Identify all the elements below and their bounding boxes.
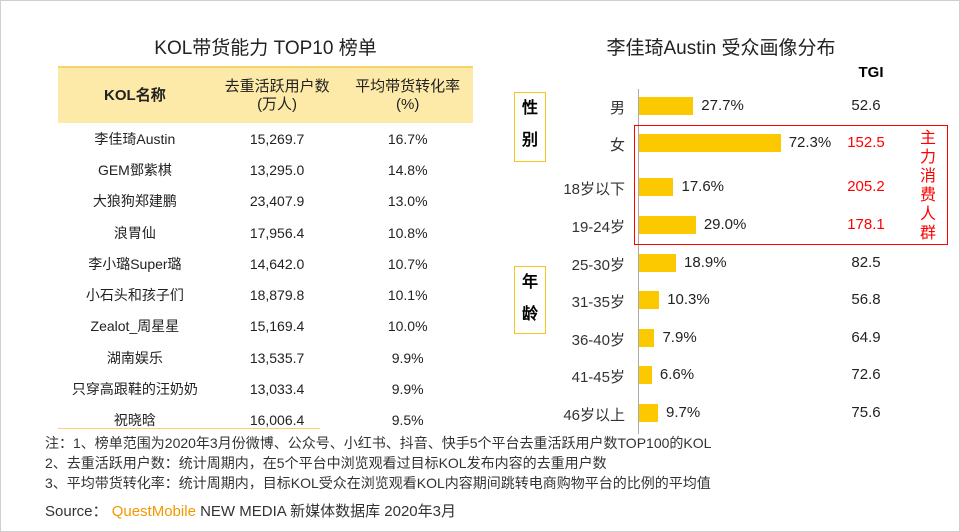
- axis-line: [638, 89, 639, 434]
- kol-name: 祝晓晗: [113, 412, 156, 429]
- conversion-rate: 13.0%: [387, 193, 428, 210]
- table-row: GEM鄧紫棋 13,295.0 14.8%: [58, 154, 473, 185]
- tgi-value: 82.5: [851, 254, 881, 271]
- value-label: 72.3%: [788, 134, 832, 151]
- bar: [639, 216, 696, 234]
- source: Source： QuestMobile NEW MEDIA 新媒体数据库 202…: [45, 503, 456, 520]
- value-label: 18.9%: [684, 254, 727, 271]
- value-label: 29.0%: [703, 216, 747, 233]
- category-label: 19-24岁: [571, 219, 625, 236]
- active-users: 13,033.4: [249, 381, 305, 398]
- conversion-rate: 10.8%: [387, 224, 428, 241]
- category-label: 18岁以下: [563, 181, 625, 198]
- kol-name: 浪胃仙: [113, 224, 156, 241]
- bar: [639, 404, 658, 422]
- bar: [639, 291, 660, 309]
- active-users: 23,407.9: [249, 193, 305, 210]
- kol-table: KOL名称 去重活跃用户数 (万人) 平均带货转化率 (%) 李佳琦Austin…: [58, 66, 473, 436]
- tgi-value: 178.1: [847, 216, 885, 233]
- active-users: 17,956.4: [249, 224, 305, 241]
- value-label: 6.6%: [659, 366, 695, 383]
- bar: [639, 254, 677, 272]
- col-header-rate: 平均带货转化率 (%): [342, 66, 473, 123]
- kol-name: Zealot_周星星: [90, 318, 180, 335]
- value-label: 27.7%: [701, 97, 744, 114]
- tgi-value: 64.9: [851, 329, 881, 346]
- note-2: 2、去重活跃用户数：统计周期内，在5个平台中浏览观看过目标KOL发布内容的去重用…: [45, 455, 607, 471]
- table-row: Zealot_周星星 15,169.4 10.0%: [58, 311, 473, 342]
- kol-name: 李佳琦Austin: [94, 130, 176, 147]
- active-users: 15,269.7: [249, 130, 305, 147]
- bar: [639, 329, 655, 347]
- category-label: 女: [609, 137, 625, 154]
- table-row: 浪胃仙 17,956.4 10.8%: [58, 217, 473, 248]
- note-3: 3、平均带货转化率：统计周期内，目标KOL受众在浏览观看KOL内容期间跳转电商购…: [45, 475, 711, 491]
- col-header-users: 去重活跃用户数 (万人): [211, 66, 343, 123]
- active-users: 14,642.0: [249, 255, 305, 272]
- kol-name: GEM鄧紫棋: [97, 161, 172, 178]
- conversion-rate: 16.7%: [387, 130, 428, 147]
- active-users: 18,879.8: [249, 287, 305, 304]
- kol-name: 李小璐Super璐: [88, 255, 182, 272]
- divider: [58, 428, 320, 429]
- conversion-rate: 14.8%: [387, 161, 428, 178]
- bar: [639, 97, 694, 115]
- conversion-rate: 10.0%: [387, 318, 428, 335]
- group-label-gender: 性别: [514, 92, 546, 162]
- active-users: 13,535.7: [249, 349, 305, 366]
- value-label: 10.3%: [667, 291, 710, 308]
- active-users: 15,169.4: [249, 318, 305, 335]
- tgi-value: 72.6: [851, 366, 881, 383]
- bar: [639, 178, 674, 196]
- bar: [639, 366, 652, 384]
- tgi-value: 205.2: [847, 178, 885, 195]
- highlight-box: [634, 125, 948, 245]
- tgi-value: 52.6: [851, 97, 881, 114]
- tgi-value: 56.8: [851, 291, 881, 308]
- table-row: 小石头和孩子们 18,879.8 10.1%: [58, 279, 473, 310]
- value-label: 17.6%: [681, 178, 725, 195]
- kol-name: 大狼狗郑建鹏: [92, 193, 177, 210]
- conversion-rate: 10.1%: [387, 287, 428, 304]
- category-label: 男: [609, 100, 625, 117]
- category-label: 36-40岁: [571, 332, 625, 349]
- table-row: 李佳琦Austin 15,269.7 16.7%: [58, 123, 473, 154]
- table-title: KOL带货能力 TOP10 榜单: [154, 38, 377, 59]
- kol-name: 小石头和孩子们: [85, 287, 184, 304]
- chart-title: 李佳琦Austin 受众画像分布: [606, 38, 836, 59]
- value-label: 7.9%: [662, 329, 697, 346]
- conversion-rate: 9.9%: [391, 349, 424, 366]
- table-row: 祝晓晗 16,006.4 9.5%: [58, 405, 473, 436]
- tgi-value: 75.6: [851, 404, 881, 421]
- col-header-name: KOL名称: [58, 66, 212, 123]
- group-label-age: 年龄: [514, 266, 546, 334]
- active-users: 16,006.4: [249, 412, 305, 429]
- highlight-label: 主力消费人群: [919, 130, 936, 242]
- category-label: 25-30岁: [571, 257, 625, 274]
- conversion-rate: 10.7%: [387, 255, 428, 272]
- table-row: 湖南娱乐 13,535.7 9.9%: [58, 342, 473, 373]
- table-row: 李小璐Super璐 14,642.0 10.7%: [58, 248, 473, 279]
- conversion-rate: 9.5%: [391, 412, 424, 429]
- active-users: 13,295.0: [249, 161, 305, 178]
- value-label: 9.7%: [666, 404, 701, 421]
- conversion-rate: 9.9%: [391, 381, 424, 398]
- kol-name: 只穿高跟鞋的汪奶奶: [71, 381, 198, 398]
- table-row: 只穿高跟鞋的汪奶奶 13,033.4 9.9%: [58, 373, 473, 404]
- kol-name: 湖南娱乐: [106, 349, 163, 366]
- bar: [639, 134, 781, 152]
- source-brand: QuestMobile: [111, 503, 196, 520]
- category-label: 46岁以上: [563, 407, 625, 424]
- tgi-value: 152.5: [847, 134, 885, 151]
- tgi-header: TGI: [858, 64, 884, 81]
- category-label: 41-45岁: [571, 369, 625, 386]
- table-row: 大狼狗郑建鹏 23,407.9 13.0%: [58, 186, 473, 217]
- category-label: 31-35岁: [571, 294, 625, 311]
- note-1: 注：1、榜单范围为2020年3月份微博、公众号、小红书、抖音、快手5个平台去重活…: [45, 435, 712, 451]
